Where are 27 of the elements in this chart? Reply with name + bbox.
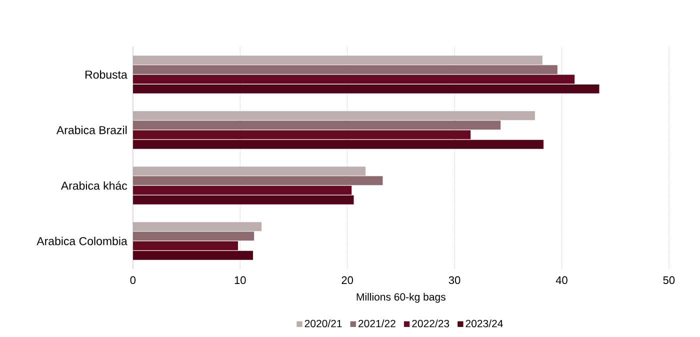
y-tick-label: Arabica Brazil	[56, 126, 127, 134]
x-tick-label: 0	[130, 276, 136, 284]
x-axis-title: Millions 60-kg bags	[356, 292, 446, 303]
legend-label: 2023/24	[466, 320, 503, 328]
legend-label: 2022/23	[412, 320, 450, 328]
bar	[132, 186, 352, 195]
bar	[132, 140, 544, 149]
bar	[132, 84, 600, 94]
x-tick-label: 50	[663, 276, 675, 284]
bar	[132, 176, 383, 186]
bar	[132, 232, 254, 241]
y-tick-label: Arabica Colombia	[36, 236, 128, 246]
bar	[132, 130, 471, 140]
y-tick-label: Robusta	[86, 70, 128, 79]
x-tick-label: 30	[448, 276, 460, 284]
x-tick-label: 40	[556, 276, 568, 284]
bar	[132, 195, 354, 204]
bar	[132, 250, 253, 260]
bar	[132, 65, 558, 74]
bar	[132, 120, 501, 130]
x-tick-label: 10	[234, 276, 246, 284]
legend-label: 2020/21	[304, 320, 342, 328]
legend-label: 2021/22	[358, 320, 396, 328]
y-tick-label: Arabica khác	[60, 181, 128, 190]
bar	[132, 241, 238, 250]
bar	[132, 74, 575, 84]
x-tick-label: 20	[342, 276, 354, 284]
